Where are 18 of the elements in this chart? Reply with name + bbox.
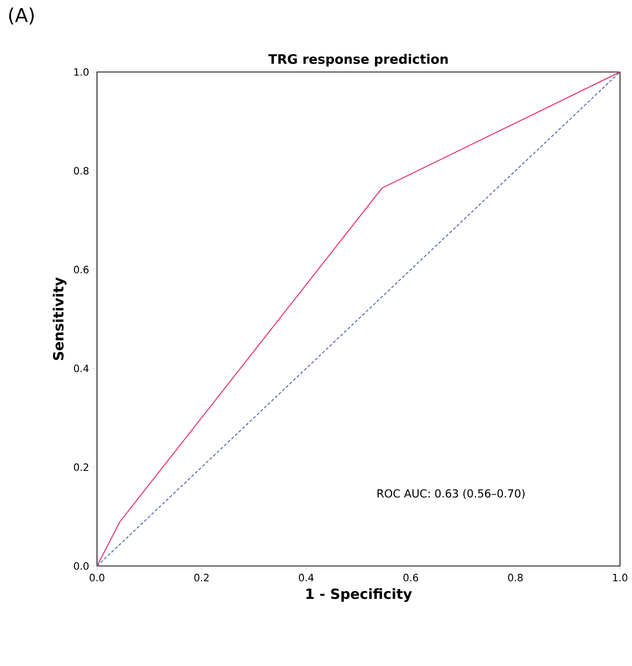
x-tick-label: 1.0: [613, 574, 628, 582]
x-tick-label: 0.4: [298, 574, 314, 582]
y-tick-label: 1.0: [74, 68, 89, 76]
x-tick-label: 0.6: [404, 574, 418, 582]
chart-title: TRG response prediction: [268, 54, 448, 66]
y-tick-label: 0.6: [74, 266, 89, 274]
x-tick-label: 0.2: [194, 574, 209, 582]
x-axis-title: 1 - Specificity: [306, 588, 412, 602]
x-tick-label: 0.0: [90, 574, 104, 582]
y-tick-label: 0.0: [74, 562, 89, 570]
line-series: [96, 71, 621, 566]
annotation: ROC AUC: 0.63 (0.56–0.70): [378, 489, 525, 499]
y-tick-label: 0.8: [74, 167, 89, 175]
text: (A): [9, 8, 34, 24]
y-tick-label: 0.4: [74, 364, 89, 372]
x-tick-label: 0.8: [508, 574, 523, 582]
y-tick-label: 0.2: [74, 463, 88, 471]
y-axis-title: Sensitivity: [52, 277, 66, 360]
